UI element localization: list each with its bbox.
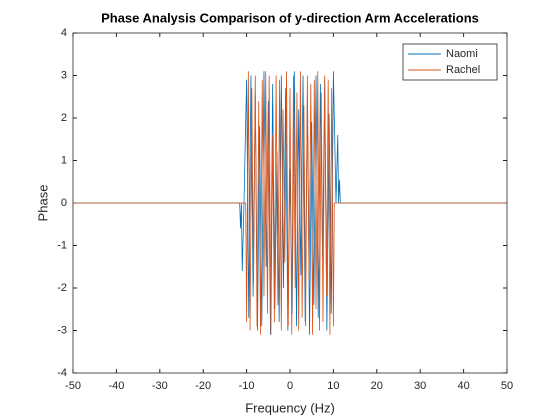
x-tick-label: 50 — [501, 380, 513, 392]
y-axis-label: Phase — [35, 185, 50, 222]
x-axis-label: Frequency (Hz) — [245, 400, 335, 415]
x-tick-label: 40 — [457, 380, 469, 392]
series-line — [73, 71, 507, 335]
y-tick-label: 2 — [61, 112, 67, 124]
x-tick-label: -10 — [239, 380, 255, 392]
x-tick-label: -40 — [108, 380, 124, 392]
x-tick-label: -50 — [65, 380, 81, 392]
x-tick-label: -20 — [195, 380, 211, 392]
y-tick-label: -1 — [57, 239, 67, 251]
axes-box — [72, 32, 508, 374]
legend-label: Naomi — [446, 48, 478, 60]
series-line — [73, 71, 507, 335]
x-tick-label: 0 — [287, 380, 293, 392]
x-tick-label: 30 — [414, 380, 426, 392]
y-tick-label: 4 — [61, 27, 67, 39]
legend-label: Rachel — [446, 64, 480, 76]
chart-title: Phase Analysis Comparison of y-direction… — [101, 10, 479, 25]
x-tick-label: -30 — [152, 380, 168, 392]
legend-box — [402, 43, 498, 81]
y-tick-label: 1 — [61, 154, 67, 166]
y-tick-label: 3 — [61, 69, 67, 81]
x-tick-label: 10 — [327, 380, 339, 392]
x-tick-label: 20 — [371, 380, 383, 392]
y-tick-label: 0 — [61, 197, 67, 209]
y-tick-label: -4 — [57, 367, 67, 379]
y-tick-label: -2 — [57, 282, 67, 294]
y-tick-label: -3 — [57, 324, 67, 336]
